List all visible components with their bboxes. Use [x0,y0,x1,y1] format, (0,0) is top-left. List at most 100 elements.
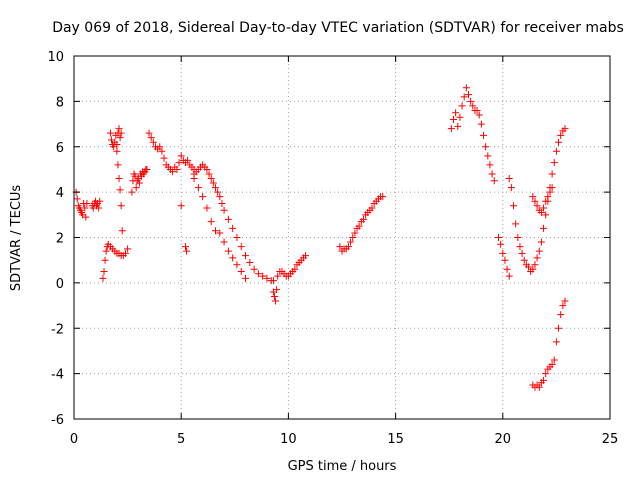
data-point [209,179,217,187]
data-point [550,159,558,167]
data-point [368,204,376,212]
data-point [99,274,107,282]
x-axis-label: GPS time / hours [288,459,397,474]
data-point [177,152,185,160]
data-point [454,122,462,130]
data-point [220,238,228,246]
data-point [359,215,367,223]
y-tick-label: 0 [56,277,64,292]
data-point [190,175,198,183]
x-tick-label: 5 [177,432,185,447]
series-arc-k [495,234,513,280]
data-point [542,197,550,205]
data-point [175,159,183,167]
data-point [495,234,503,241]
data-point [250,265,258,273]
series-arc-n [529,297,569,391]
data-point [507,184,515,192]
data-point [537,209,545,217]
data-point [488,170,496,178]
data-point [160,154,168,162]
x-tick-label: 25 [602,432,619,447]
data-point [184,156,192,164]
data-point [101,256,109,264]
data-points [72,84,569,391]
data-point [135,179,143,187]
series-arc-b [99,240,132,282]
data-point [516,243,524,251]
y-axis-label: SDTVAR / TECUs [9,185,24,292]
data-point [449,116,457,124]
data-point [116,186,124,194]
data-point [194,184,202,192]
data-point [477,120,485,128]
y-tick-label: 10 [47,50,64,65]
data-point [540,224,548,232]
data-point [561,125,569,133]
series-arc-e [145,129,198,176]
series-arc-m [529,184,556,217]
data-point [272,297,280,305]
x-tick-label: 0 [70,432,78,447]
data-point [218,199,226,207]
data-point [117,202,125,210]
data-point [486,161,494,169]
data-point [205,170,213,178]
data-point [482,143,490,151]
data-point [242,274,250,282]
data-point [95,204,103,212]
data-point [83,199,91,207]
data-point [344,243,352,251]
series-arc-d [128,165,151,196]
data-point [229,224,237,232]
data-point [207,175,215,183]
data-point [181,243,189,251]
data-point [484,152,492,160]
data-point [497,240,505,248]
data-point [557,131,565,139]
x-tick-label: 15 [387,432,404,447]
data-point [469,102,477,110]
data-point [561,297,569,305]
data-point [214,188,222,196]
series-arc-e-iso [177,202,191,255]
axis-ticks: 0 5 10 15 20 25 -6 -4 -2 0 2 4 6 8 10 [47,50,618,447]
data-point [456,113,464,121]
data-point [552,338,560,346]
data-point [529,193,537,201]
data-point [505,175,513,183]
data-point [505,272,513,280]
data-point [113,140,121,148]
data-point [512,220,520,228]
data-point [147,134,155,142]
data-point [149,138,157,146]
data-point [229,254,237,262]
series-arc-c-fall [113,147,126,235]
data-point [537,238,545,246]
data-point [118,227,126,235]
x-tick-label: 20 [495,432,512,447]
series-arc-a2 [88,197,104,212]
data-point [531,261,539,269]
data-point [535,383,543,391]
data-point [115,125,123,133]
data-point [552,147,560,155]
data-point [203,204,211,212]
data-point [132,184,140,192]
series-arc-g [190,175,250,282]
y-tick-label: 6 [56,141,64,156]
data-point [351,229,359,237]
data-point [555,138,563,146]
series-arc-l [505,125,569,276]
data-point [347,238,355,246]
data-point [531,197,539,205]
chart-title: Day 069 of 2018, Sidereal Day-to-day VTE… [52,20,624,36]
data-point [220,206,228,214]
data-point [518,249,526,257]
data-point [207,218,215,226]
data-point [177,202,185,210]
data-point [274,272,282,280]
series-arc-f [190,161,277,285]
data-point [460,93,468,101]
